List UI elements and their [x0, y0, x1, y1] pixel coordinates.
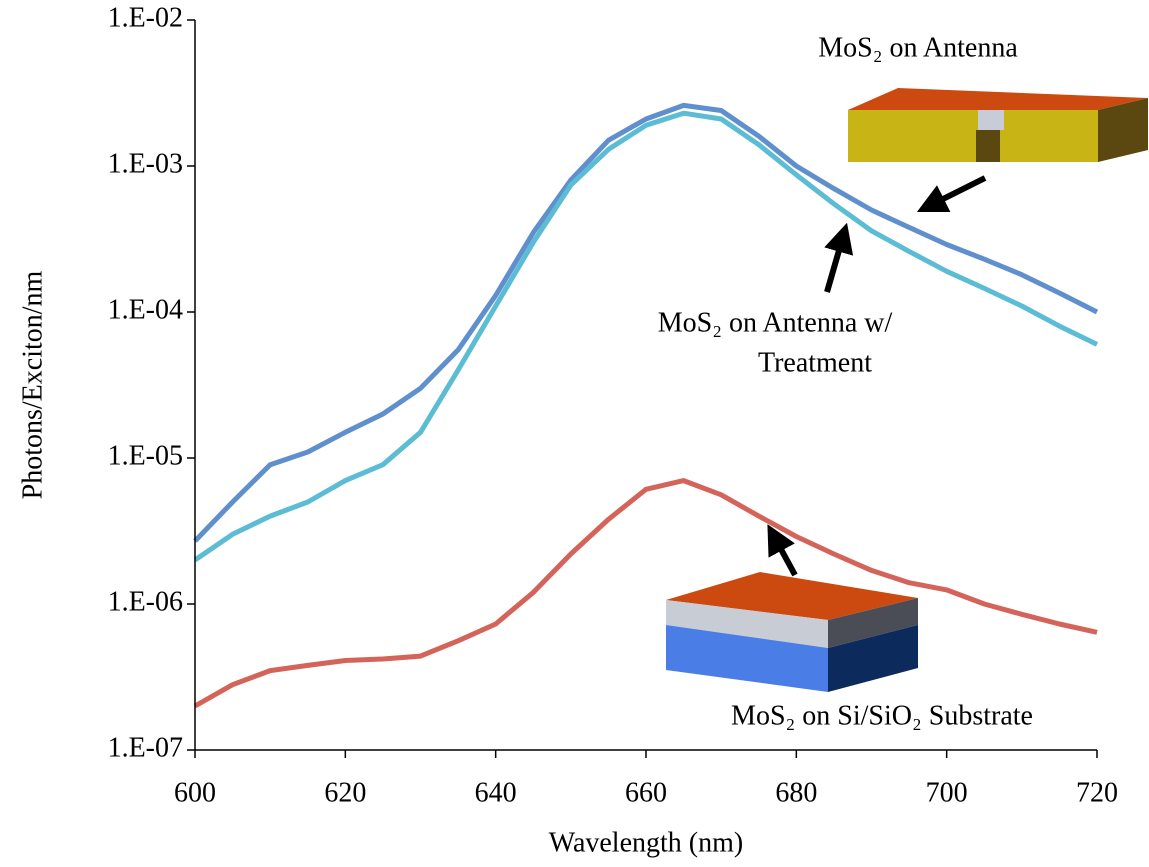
- x-tick-label: 600: [174, 777, 216, 808]
- arrows: [767, 175, 987, 577]
- series-line: [193, 102, 1099, 543]
- x-tick-label: 640: [475, 777, 517, 808]
- x-tick-label: 680: [775, 777, 817, 808]
- y-axis-title: Photons/Exciton/nm: [17, 270, 48, 499]
- x-tick-label: 720: [1076, 777, 1118, 808]
- y-tick-label: 1.E-05: [108, 440, 183, 471]
- x-tick-label: 700: [926, 777, 968, 808]
- x-tick-label: 620: [324, 777, 366, 808]
- x-axis-title: Wavelength (nm): [549, 827, 743, 858]
- annotation: MoS₂ on Antenna: [818, 32, 1018, 63]
- y-tick-label: 1.E-03: [108, 148, 183, 179]
- antenna-block: [848, 88, 1148, 162]
- y-tick-label: 1.E-02: [108, 2, 183, 33]
- series-line: [193, 110, 1099, 563]
- x-tick-label: 660: [625, 777, 667, 808]
- annotation: MoS₂ on Antenna w/: [658, 307, 893, 338]
- y-tick-label: 1.E-07: [108, 732, 183, 763]
- annotation: Treatment: [758, 347, 872, 378]
- y-tick-label: 1.E-04: [108, 294, 183, 325]
- annotation: MoS₂ on Si/SiO₂ Substrate: [731, 700, 1033, 731]
- series-line: [193, 478, 1098, 709]
- y-tick-label: 1.E-06: [108, 586, 183, 617]
- substrate-block: [666, 572, 918, 692]
